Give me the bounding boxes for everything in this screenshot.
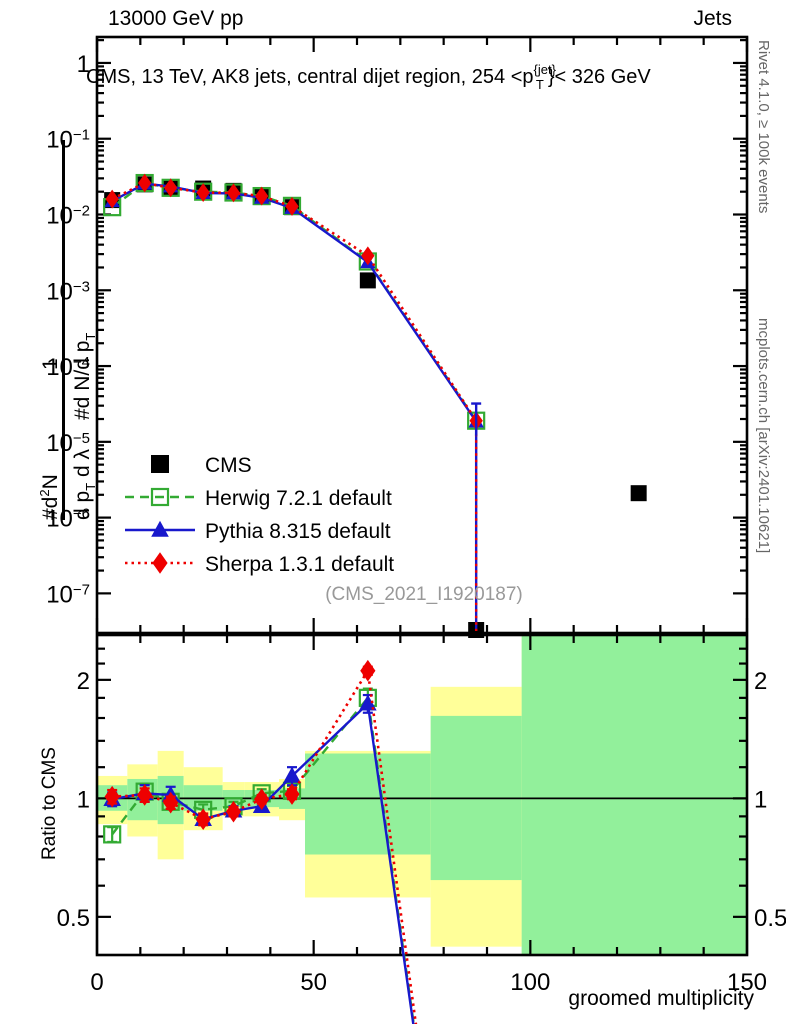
main-panel-frame	[95, 35, 749, 635]
legend-marker-0	[151, 455, 169, 473]
y-axis-label-main: #d2N d pT d λ 1 #d N/d pT	[10, 120, 98, 540]
fraction-bar	[62, 140, 65, 520]
main-marker-sherpa	[255, 186, 269, 206]
y-tick-label: 10−1	[46, 126, 90, 154]
ratio-y-tick-label-right: 0.5	[754, 905, 786, 932]
cms-data-point	[359, 272, 376, 289]
header-right: Jets	[693, 7, 732, 30]
ratio-y-tick-label: 2	[77, 668, 90, 695]
x-tick-label: 50	[300, 969, 327, 996]
legend-marker-3	[152, 552, 168, 574]
plot-title-superscript: {jet}	[533, 62, 556, 77]
legend-label-0: CMS	[205, 454, 252, 477]
legend-label-1: Herwig 7.2.1 default	[205, 487, 392, 510]
ratio-panel-frame	[95, 633, 749, 957]
ratio-marker-sherpa	[163, 791, 179, 814]
ratio-marker-sherpa	[284, 783, 300, 805]
ratio-marker-sherpa	[195, 808, 211, 831]
header-left: 13000 GeV pp	[108, 7, 244, 30]
main-marker-sherpa	[105, 189, 119, 209]
ratio-marker-pythia	[359, 694, 377, 711]
plot-title-main: CMS, 13 TeV, AK8 jets, central dijet reg…	[86, 66, 534, 88]
x-axis-label: groomed multiplicity	[568, 987, 754, 1010]
ratio-marker-sherpa	[254, 788, 270, 811]
ratio-y-tick-label: 1	[77, 786, 90, 813]
x-tick-label: 0	[90, 969, 103, 996]
y-tick-label: 10−2	[46, 202, 90, 230]
y-tick-label: 10−3	[46, 278, 90, 306]
legend-label-2: Pythia 8.315 default	[205, 520, 391, 543]
y-tick-label: 10−5	[46, 429, 90, 457]
main-line-herwig	[111, 181, 478, 422]
main-marker-sherpa	[138, 173, 152, 193]
ratio-band-inner	[305, 753, 431, 855]
main-marker-sherpa	[361, 246, 375, 266]
main-line-pythia	[111, 182, 478, 423]
x-tick-label: 100	[510, 969, 550, 996]
main-line-sherpa	[111, 181, 478, 422]
ratio-y-tick-label: 0.5	[57, 905, 90, 932]
plot-title-tail: }< 326 GeV	[547, 66, 651, 88]
ratio-marker-sherpa	[104, 785, 120, 808]
ratio-y-tick-label-right: 1	[754, 786, 767, 813]
ratio-marker-sherpa	[360, 659, 376, 682]
ratio-marker-herwig	[103, 825, 122, 844]
x-tick-label: 150	[727, 969, 767, 996]
plot-title: CMS, 13 TeV, AK8 jets, central dijet reg…	[86, 63, 667, 91]
y-tick-label: 10−7	[46, 581, 90, 609]
ratio-y-tick-label-right: 2	[754, 668, 767, 695]
main-marker-sherpa	[164, 178, 178, 198]
ratio-band-inner	[521, 635, 747, 955]
ratio-marker-pythia	[283, 766, 301, 783]
plot-title-subscript: T	[535, 77, 544, 92]
legend-label-3: Sherpa 1.3.1 default	[205, 553, 394, 576]
y-tick-label: 10−4	[46, 354, 90, 382]
cms-data-point	[630, 485, 647, 502]
ratio-marker-sherpa	[225, 800, 242, 823]
y-tick-label: 1	[77, 51, 90, 78]
main-marker-sherpa	[285, 196, 299, 216]
ratio-marker-sherpa	[137, 784, 153, 806]
legend-marker-1	[150, 487, 170, 507]
y-tick-label: 10−6	[46, 505, 90, 533]
legend-marker-2	[151, 520, 169, 537]
main-marker-sherpa	[226, 183, 241, 203]
watermark-text: (CMS_2021_I1920187)	[325, 584, 523, 605]
main-marker-sherpa	[196, 183, 210, 202]
